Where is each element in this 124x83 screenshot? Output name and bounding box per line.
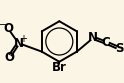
Text: Br: Br — [52, 61, 67, 74]
Text: −: − — [0, 20, 8, 30]
Text: O: O — [3, 22, 13, 35]
Text: S: S — [115, 42, 124, 55]
Text: N: N — [13, 37, 23, 50]
Text: +: + — [19, 34, 27, 44]
Text: N: N — [88, 31, 98, 44]
Text: C: C — [102, 36, 111, 49]
Text: O: O — [4, 51, 14, 64]
